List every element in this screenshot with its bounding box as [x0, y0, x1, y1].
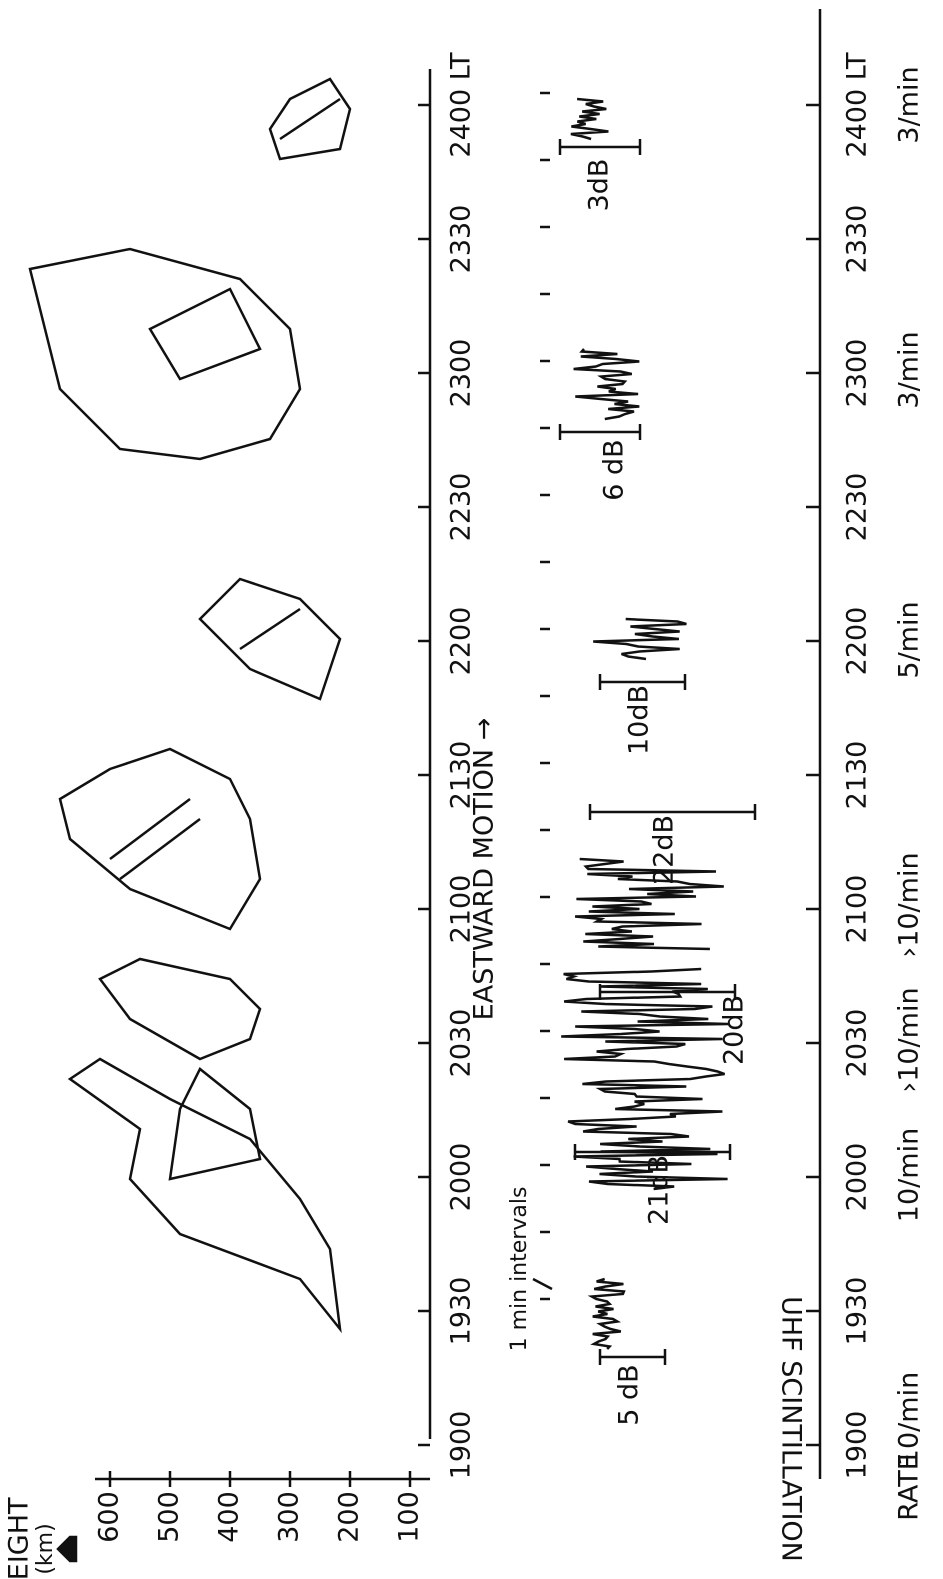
- interval-label: 1 min intervals: [507, 1187, 532, 1352]
- time-label: 2400 LT: [842, 52, 873, 158]
- rate-value: 3/min: [894, 331, 925, 408]
- time-label: 2300: [842, 339, 873, 408]
- time-label: 2100: [842, 875, 873, 944]
- trace: [593, 617, 687, 661]
- time-label: 1930: [842, 1277, 873, 1346]
- time-label: 2130: [446, 741, 477, 810]
- time-label: 2230: [842, 473, 873, 542]
- time-label: 2230: [446, 473, 477, 542]
- fade-label: 5 dB: [614, 1364, 645, 1425]
- rate-value: ›10/min: [894, 987, 925, 1092]
- time-label: 2130: [842, 741, 873, 810]
- fade-label: 3dB: [584, 159, 615, 212]
- bubble: [67, 1057, 342, 1334]
- interval-arrow: [532, 1277, 553, 1291]
- fade-label: 21dB: [644, 1155, 675, 1225]
- bubble: [198, 577, 342, 701]
- height-tick-label: 100: [394, 1491, 425, 1543]
- scintillation-label: UHF SCINTILLATION: [776, 1296, 807, 1562]
- bubble: [168, 1067, 262, 1181]
- trace: [570, 97, 609, 141]
- rate-value: 10/min: [894, 1372, 925, 1466]
- height-tick-label: 200: [334, 1491, 365, 1543]
- time-label: 2330: [446, 205, 477, 274]
- bubble: [239, 607, 301, 651]
- time-label: 2400 LT: [446, 52, 477, 158]
- height-unit: (km): [33, 1523, 58, 1574]
- time-label: 2100: [446, 875, 477, 944]
- height-tick-label: 500: [154, 1491, 185, 1543]
- fade-label: 6 dB: [599, 439, 630, 500]
- bubble-drawings: [28, 77, 352, 1334]
- bubble: [58, 747, 262, 931]
- time-label: 2300: [446, 339, 477, 408]
- bubble: [279, 97, 341, 141]
- trace: [587, 1277, 626, 1350]
- time-label: 2200: [842, 607, 873, 676]
- trace: [573, 348, 640, 421]
- height-tick-label: 600: [94, 1491, 125, 1543]
- trace: [574, 857, 724, 951]
- time-label: 1900: [446, 1411, 477, 1480]
- rate-value: 5/min: [894, 601, 925, 678]
- time-label: 2200: [446, 607, 477, 676]
- rate-value: 3/min: [894, 66, 925, 143]
- height-tick-label: 300: [274, 1491, 305, 1543]
- rate-value: ›10/min: [894, 852, 925, 957]
- time-label: 2000: [842, 1143, 873, 1212]
- time-label: 1930: [446, 1277, 477, 1346]
- bubble: [109, 798, 191, 860]
- figure-body: HEIGHT (km) UHF SCINTILLATION EASTWARD M…: [4, 9, 925, 1579]
- time-label: 1900: [842, 1411, 873, 1480]
- time-label: 2030: [446, 1009, 477, 1078]
- bubble: [98, 957, 262, 1061]
- rate-label: RATE: [894, 1453, 925, 1521]
- bubble: [148, 287, 262, 381]
- time-label: 2330: [842, 205, 873, 274]
- fade-label: 22dB: [649, 815, 680, 885]
- height-tick-label: 400: [214, 1491, 245, 1543]
- bubble: [268, 77, 352, 161]
- bubble: [28, 247, 302, 461]
- fade-label: 20dB: [719, 995, 750, 1065]
- time-label: 2030: [842, 1009, 873, 1078]
- time-label: 2000: [446, 1143, 477, 1212]
- fade-label: 10dB: [624, 685, 655, 755]
- height-label: HEIGHT: [4, 1497, 35, 1579]
- bubble: [119, 818, 201, 880]
- motion-label: EASTWARD MOTION →: [469, 718, 500, 1021]
- height-arrow: [56, 1535, 78, 1563]
- rate-value: 10/min: [894, 1128, 925, 1222]
